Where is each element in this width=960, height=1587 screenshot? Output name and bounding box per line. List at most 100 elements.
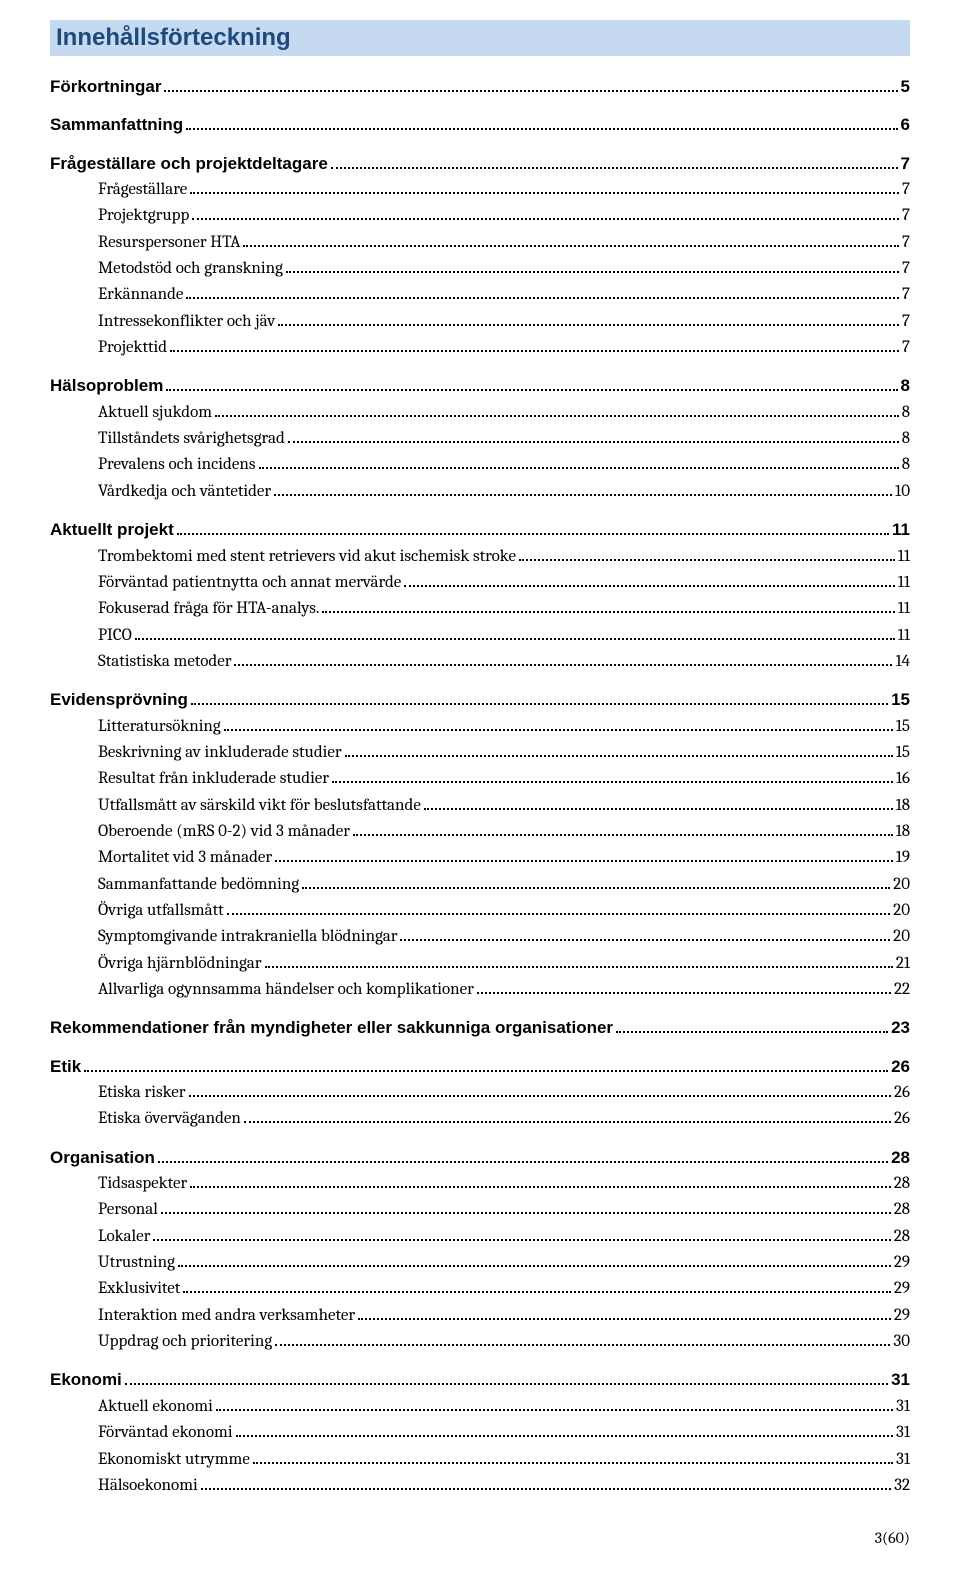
toc-leader-dots: [616, 1031, 888, 1033]
toc-leader-dots: [274, 494, 892, 496]
toc-heading: Hälsoproblem8: [50, 373, 910, 399]
toc-subentry: Prevalens och incidens8: [50, 452, 910, 478]
toc-leader-dots: [170, 350, 899, 352]
toc-label: Ekonomiskt utrymme: [98, 1447, 250, 1473]
toc-subentry: Aktuell ekonomi31: [50, 1394, 910, 1420]
toc-label: Frågeställare och projektdeltagare: [50, 151, 328, 177]
toc-page-number: 26: [894, 1080, 910, 1106]
toc-page-number: 7: [901, 151, 910, 177]
toc-subentry: Sammanfattande bedömning 20: [50, 872, 910, 898]
toc-page-number: 10: [895, 479, 910, 505]
toc-label: Frågeställare: [98, 177, 187, 203]
toc-subentry: Etiska överväganden26: [50, 1106, 910, 1132]
toc-label: Oberoende (mRS 0-2) vid 3 månader: [98, 819, 350, 845]
toc-page-number: 31: [896, 1447, 910, 1473]
toc-subentry: Oberoende (mRS 0-2) vid 3 månader18: [50, 819, 910, 845]
toc-leader-dots: [84, 1070, 888, 1072]
toc-leader-dots: [424, 808, 893, 810]
toc-subentry: Allvarliga ogynnsamma händelser och komp…: [50, 977, 910, 1003]
toc-subentry: Etiska risker 26: [50, 1080, 910, 1106]
toc-label: Vårdkedja och väntetider: [98, 479, 271, 505]
toc-subentry: Förväntad ekonomi 31: [50, 1420, 910, 1446]
toc-label: Förkortningar: [50, 74, 161, 100]
toc-subentry: Personal28: [50, 1197, 910, 1223]
toc-subentry: Ekonomiskt utrymme 31: [50, 1447, 910, 1473]
toc-leader-dots: [158, 1161, 888, 1163]
toc-heading: Ekonomi31: [50, 1367, 910, 1393]
toc-label: Trombektomi med stent retrievers vid aku…: [98, 544, 516, 570]
toc-subentry: Mortalitet vid 3 månader19: [50, 845, 910, 871]
toc-page-number: 14: [895, 649, 910, 675]
toc-heading: Organisation28: [50, 1145, 910, 1171]
toc-label: Sammanfattande bedömning: [98, 872, 299, 898]
toc-page-number: 20: [893, 898, 910, 924]
toc-label: Förväntad ekonomi: [98, 1420, 233, 1446]
toc-leader-dots: [331, 167, 898, 169]
toc-page-number: 20: [893, 872, 910, 898]
toc-subentry: Förväntad patientnytta och annat mervärd…: [50, 570, 910, 596]
toc-page-number: 31: [891, 1367, 910, 1393]
toc-subentry: Hälsoekonomi32: [50, 1473, 910, 1499]
toc-leader-dots: [234, 664, 892, 666]
toc-page-number: 23: [891, 1015, 910, 1041]
toc-subentry: Utfallsmått av särskild vikt för besluts…: [50, 793, 910, 819]
page-title: Innehållsförteckning: [56, 24, 904, 52]
toc-label: Beskrivning av inkluderade studier: [98, 740, 342, 766]
toc-page-number: 7: [902, 256, 910, 282]
page-footer: 3(60): [50, 1529, 910, 1547]
toc-leader-dots: [322, 611, 894, 613]
toc-page-number: 11: [892, 517, 910, 543]
toc-page-number: 21: [896, 951, 910, 977]
toc-label: Aktuell ekonomi: [98, 1394, 213, 1420]
toc-heading: Evidensprövning15: [50, 687, 910, 713]
toc-subentry: Lokaler28: [50, 1224, 910, 1250]
toc-subentry: Övriga hjärnblödningar 21: [50, 951, 910, 977]
toc-page-number: 31: [896, 1420, 910, 1446]
toc-label: Allvarliga ogynnsamma händelser och komp…: [98, 977, 474, 1003]
toc-page-number: 8: [902, 426, 910, 452]
toc-leader-dots: [215, 415, 899, 417]
toc-label: Sammanfattning: [50, 112, 183, 138]
toc-label: Etiska risker: [98, 1080, 186, 1106]
toc-label: Projekttid: [98, 335, 167, 361]
toc-subentry: Vårdkedja och väntetider 10: [50, 479, 910, 505]
toc-label: Utrustning: [98, 1250, 175, 1276]
toc-heading: Rekommendationer från myndigheter eller …: [50, 1015, 910, 1041]
toc-label: Övriga hjärnblödningar: [98, 951, 262, 977]
toc-label: Litteratursökning: [98, 714, 221, 740]
toc-page-number: 28: [894, 1171, 910, 1197]
toc-page-number: 29: [894, 1276, 910, 1302]
toc-leader-dots: [186, 128, 897, 130]
toc-label: Utfallsmått av särskild vikt för besluts…: [98, 793, 421, 819]
toc-label: Statistiska metoder: [98, 649, 231, 675]
toc-label: Intressekonflikter och jäv: [98, 309, 275, 335]
toc-page-number: 8: [902, 452, 910, 478]
toc-page-number: 30: [893, 1329, 910, 1355]
toc-label: Lokaler: [98, 1224, 150, 1250]
toc-page-number: 7: [902, 335, 910, 361]
toc-label: Symptomgivande intrakraniella blödningar: [98, 924, 397, 950]
toc-heading: Aktuellt projekt11: [50, 517, 910, 543]
toc-leader-dots: [345, 755, 893, 757]
toc-page-number: 11: [898, 623, 910, 649]
toc-leader-dots: [404, 585, 894, 587]
toc-page-number: 26: [894, 1106, 910, 1132]
toc-leader-dots: [358, 1318, 891, 1320]
toc-heading: Förkortningar 5: [50, 74, 910, 100]
toc-subentry: Utrustning29: [50, 1250, 910, 1276]
toc-subentry: Trombektomi med stent retrievers vid aku…: [50, 544, 910, 570]
toc-leader-dots: [191, 703, 888, 705]
toc-leader-dots: [224, 729, 893, 731]
toc-leader-dots: [190, 192, 899, 194]
toc-label: Aktuell sjukdom: [98, 400, 212, 426]
toc-leader-dots: [161, 1212, 891, 1214]
toc-page-number: 11: [898, 570, 910, 596]
toc-subentry: Beskrivning av inkluderade studier15: [50, 740, 910, 766]
toc-label: Förväntad patientnytta och annat mervärd…: [98, 570, 401, 596]
toc-label: Hälsoekonomi: [98, 1473, 198, 1499]
toc-subentry: Erkännande7: [50, 282, 910, 308]
toc-page-number: 5: [901, 74, 910, 100]
toc-leader-dots: [192, 218, 899, 220]
toc-leader-dots: [253, 1462, 893, 1464]
toc-leader-dots: [275, 1344, 890, 1346]
